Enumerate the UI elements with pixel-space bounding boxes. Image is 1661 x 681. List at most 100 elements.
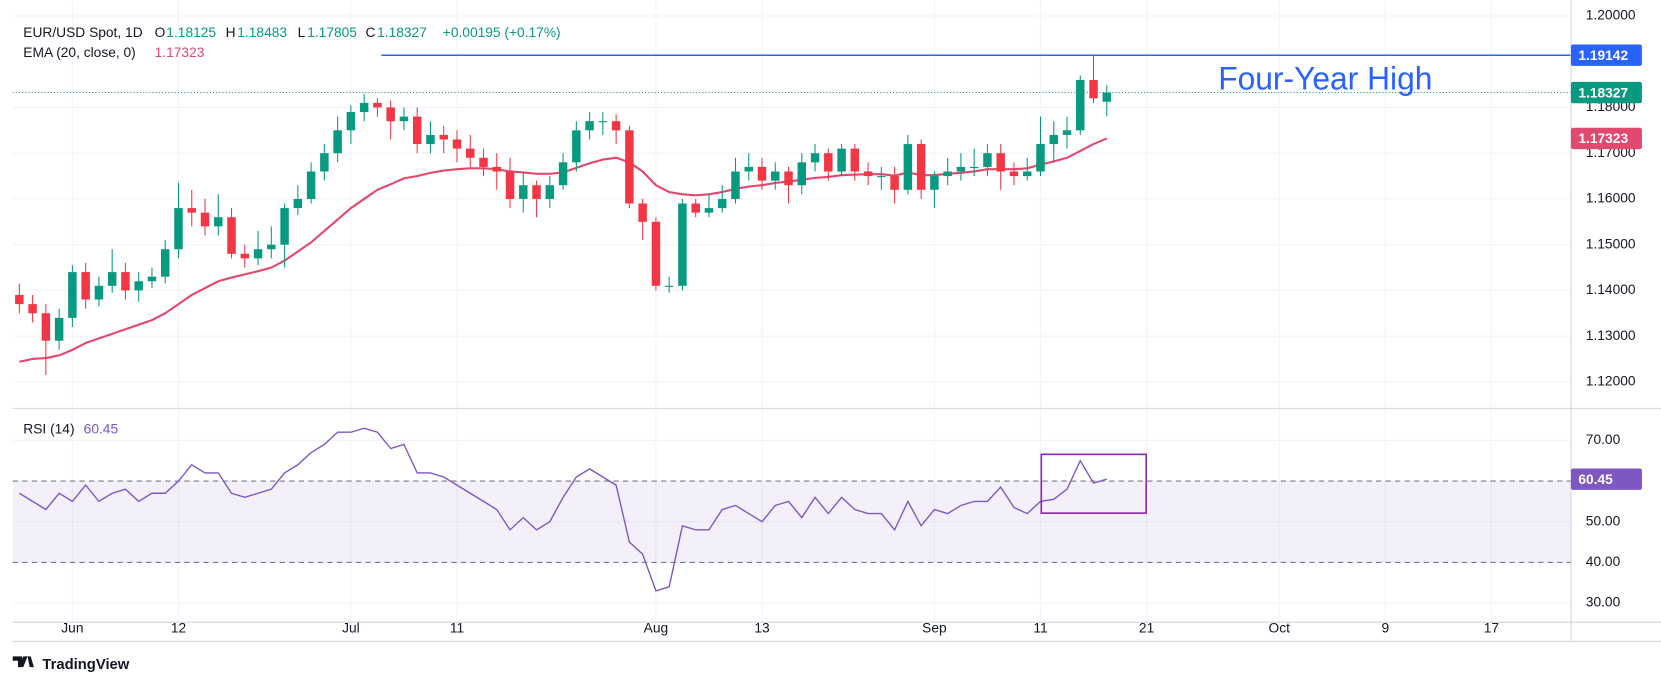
candle-body	[412, 116, 422, 145]
candle-body	[320, 153, 329, 172]
brand: TradingView	[42, 657, 129, 673]
ohlc-letter: H	[226, 24, 236, 40]
change: +0.00195 (+0.17%)	[443, 24, 561, 40]
y-tick-label: 1.13000	[1586, 327, 1636, 343]
candle-body	[280, 208, 289, 245]
candle-body	[54, 317, 64, 341]
candle-body	[134, 281, 143, 291]
candle-body	[625, 130, 634, 204]
candle-body	[107, 272, 117, 286]
candle-body	[863, 171, 873, 177]
candle-body	[15, 294, 24, 305]
candle-body	[1062, 130, 1072, 135]
candle-body	[1089, 80, 1098, 99]
x-tick-label: 13	[754, 619, 770, 635]
candle-body	[1036, 144, 1045, 172]
x-tick-label: Oct	[1268, 619, 1290, 635]
candle-body	[214, 217, 223, 227]
candle-body	[877, 176, 886, 178]
price-badge-label: 1.17323	[1578, 130, 1628, 146]
candle-body	[903, 144, 913, 190]
rsi-band	[12, 481, 1571, 563]
candle-body	[187, 208, 196, 213]
candle-body	[519, 185, 528, 199]
candle-body	[943, 171, 952, 177]
y-tick-label: 30.00	[1586, 594, 1621, 610]
candle-body	[930, 176, 939, 190]
candle-body	[651, 221, 661, 286]
candle-body	[41, 313, 51, 341]
candle-body	[611, 121, 621, 131]
ohlc-value: 1.17805	[307, 24, 357, 40]
candle-body	[598, 121, 608, 123]
candle-body	[346, 112, 356, 131]
candle-body	[744, 166, 753, 172]
chart-title: EUR/USD Spot, 1D	[23, 24, 142, 40]
candle-body	[771, 171, 780, 181]
x-tick-label: Jul	[342, 619, 360, 635]
candle-body	[94, 285, 104, 300]
price-badge	[1570, 127, 1642, 150]
y-tick-label: 1.15000	[1586, 235, 1636, 251]
candle-body	[797, 162, 807, 186]
candle-body	[824, 153, 833, 172]
legend-entry: RSI (14)	[23, 420, 74, 436]
price-badge-label: 60.45	[1578, 471, 1613, 487]
candle-body	[160, 249, 170, 277]
legend-value: 60.45	[84, 420, 119, 436]
candle-body	[359, 102, 369, 113]
candle-body	[890, 176, 899, 190]
x-tick-label: 21	[1139, 619, 1155, 635]
ohlc-value: 1.18125	[166, 24, 216, 40]
legend-entry: EMA (20, close, 0)	[23, 44, 135, 60]
candle-body	[227, 217, 236, 254]
y-tick-label: 1.12000	[1586, 372, 1636, 388]
x-tick-label: 11	[450, 619, 465, 635]
candle-body	[68, 272, 77, 318]
candle-body	[333, 130, 342, 154]
price-badge	[1570, 81, 1642, 104]
y-tick-label: 1.20000	[1586, 7, 1636, 23]
candle-body	[704, 208, 714, 213]
y-tick-label: 1.16000	[1586, 190, 1636, 206]
candle-body	[731, 171, 740, 199]
price-badge	[1570, 44, 1642, 66]
candle-body	[240, 253, 250, 259]
candle-body	[969, 166, 979, 168]
candle-body	[558, 162, 568, 186]
candle-body	[466, 148, 475, 158]
candle-body	[837, 148, 846, 172]
rsi-line	[18, 427, 1107, 592]
candle-body	[267, 244, 276, 250]
x-tick-label: Sep	[922, 619, 947, 635]
candle-body	[306, 171, 316, 199]
ohlc-letter: C	[365, 24, 375, 40]
legend-value: 1.17323	[155, 44, 205, 60]
candle-body	[664, 285, 674, 287]
candle-body	[956, 166, 966, 172]
candle-body	[200, 212, 210, 227]
candle-body	[572, 130, 581, 163]
candle-body	[850, 148, 860, 172]
candle-body	[386, 107, 395, 122]
y-tick-label: 1.14000	[1586, 281, 1636, 297]
candle-body	[1076, 80, 1085, 131]
ohlc-letter: O	[155, 24, 166, 40]
candle-body	[439, 134, 448, 140]
candle-body	[1022, 171, 1032, 177]
ohlc-letter: L	[298, 24, 306, 40]
candle-body	[1102, 92, 1112, 102]
candle-body	[996, 153, 1005, 172]
candle-body	[147, 276, 157, 282]
highlight-box	[1040, 453, 1147, 514]
candle-body	[691, 203, 700, 213]
candle-body	[373, 102, 382, 108]
candle-body	[293, 198, 303, 209]
candle-body	[121, 272, 130, 291]
candle-body	[638, 203, 647, 222]
candle-body	[983, 153, 992, 167]
candle-body	[505, 171, 515, 199]
candle-body	[585, 121, 594, 131]
